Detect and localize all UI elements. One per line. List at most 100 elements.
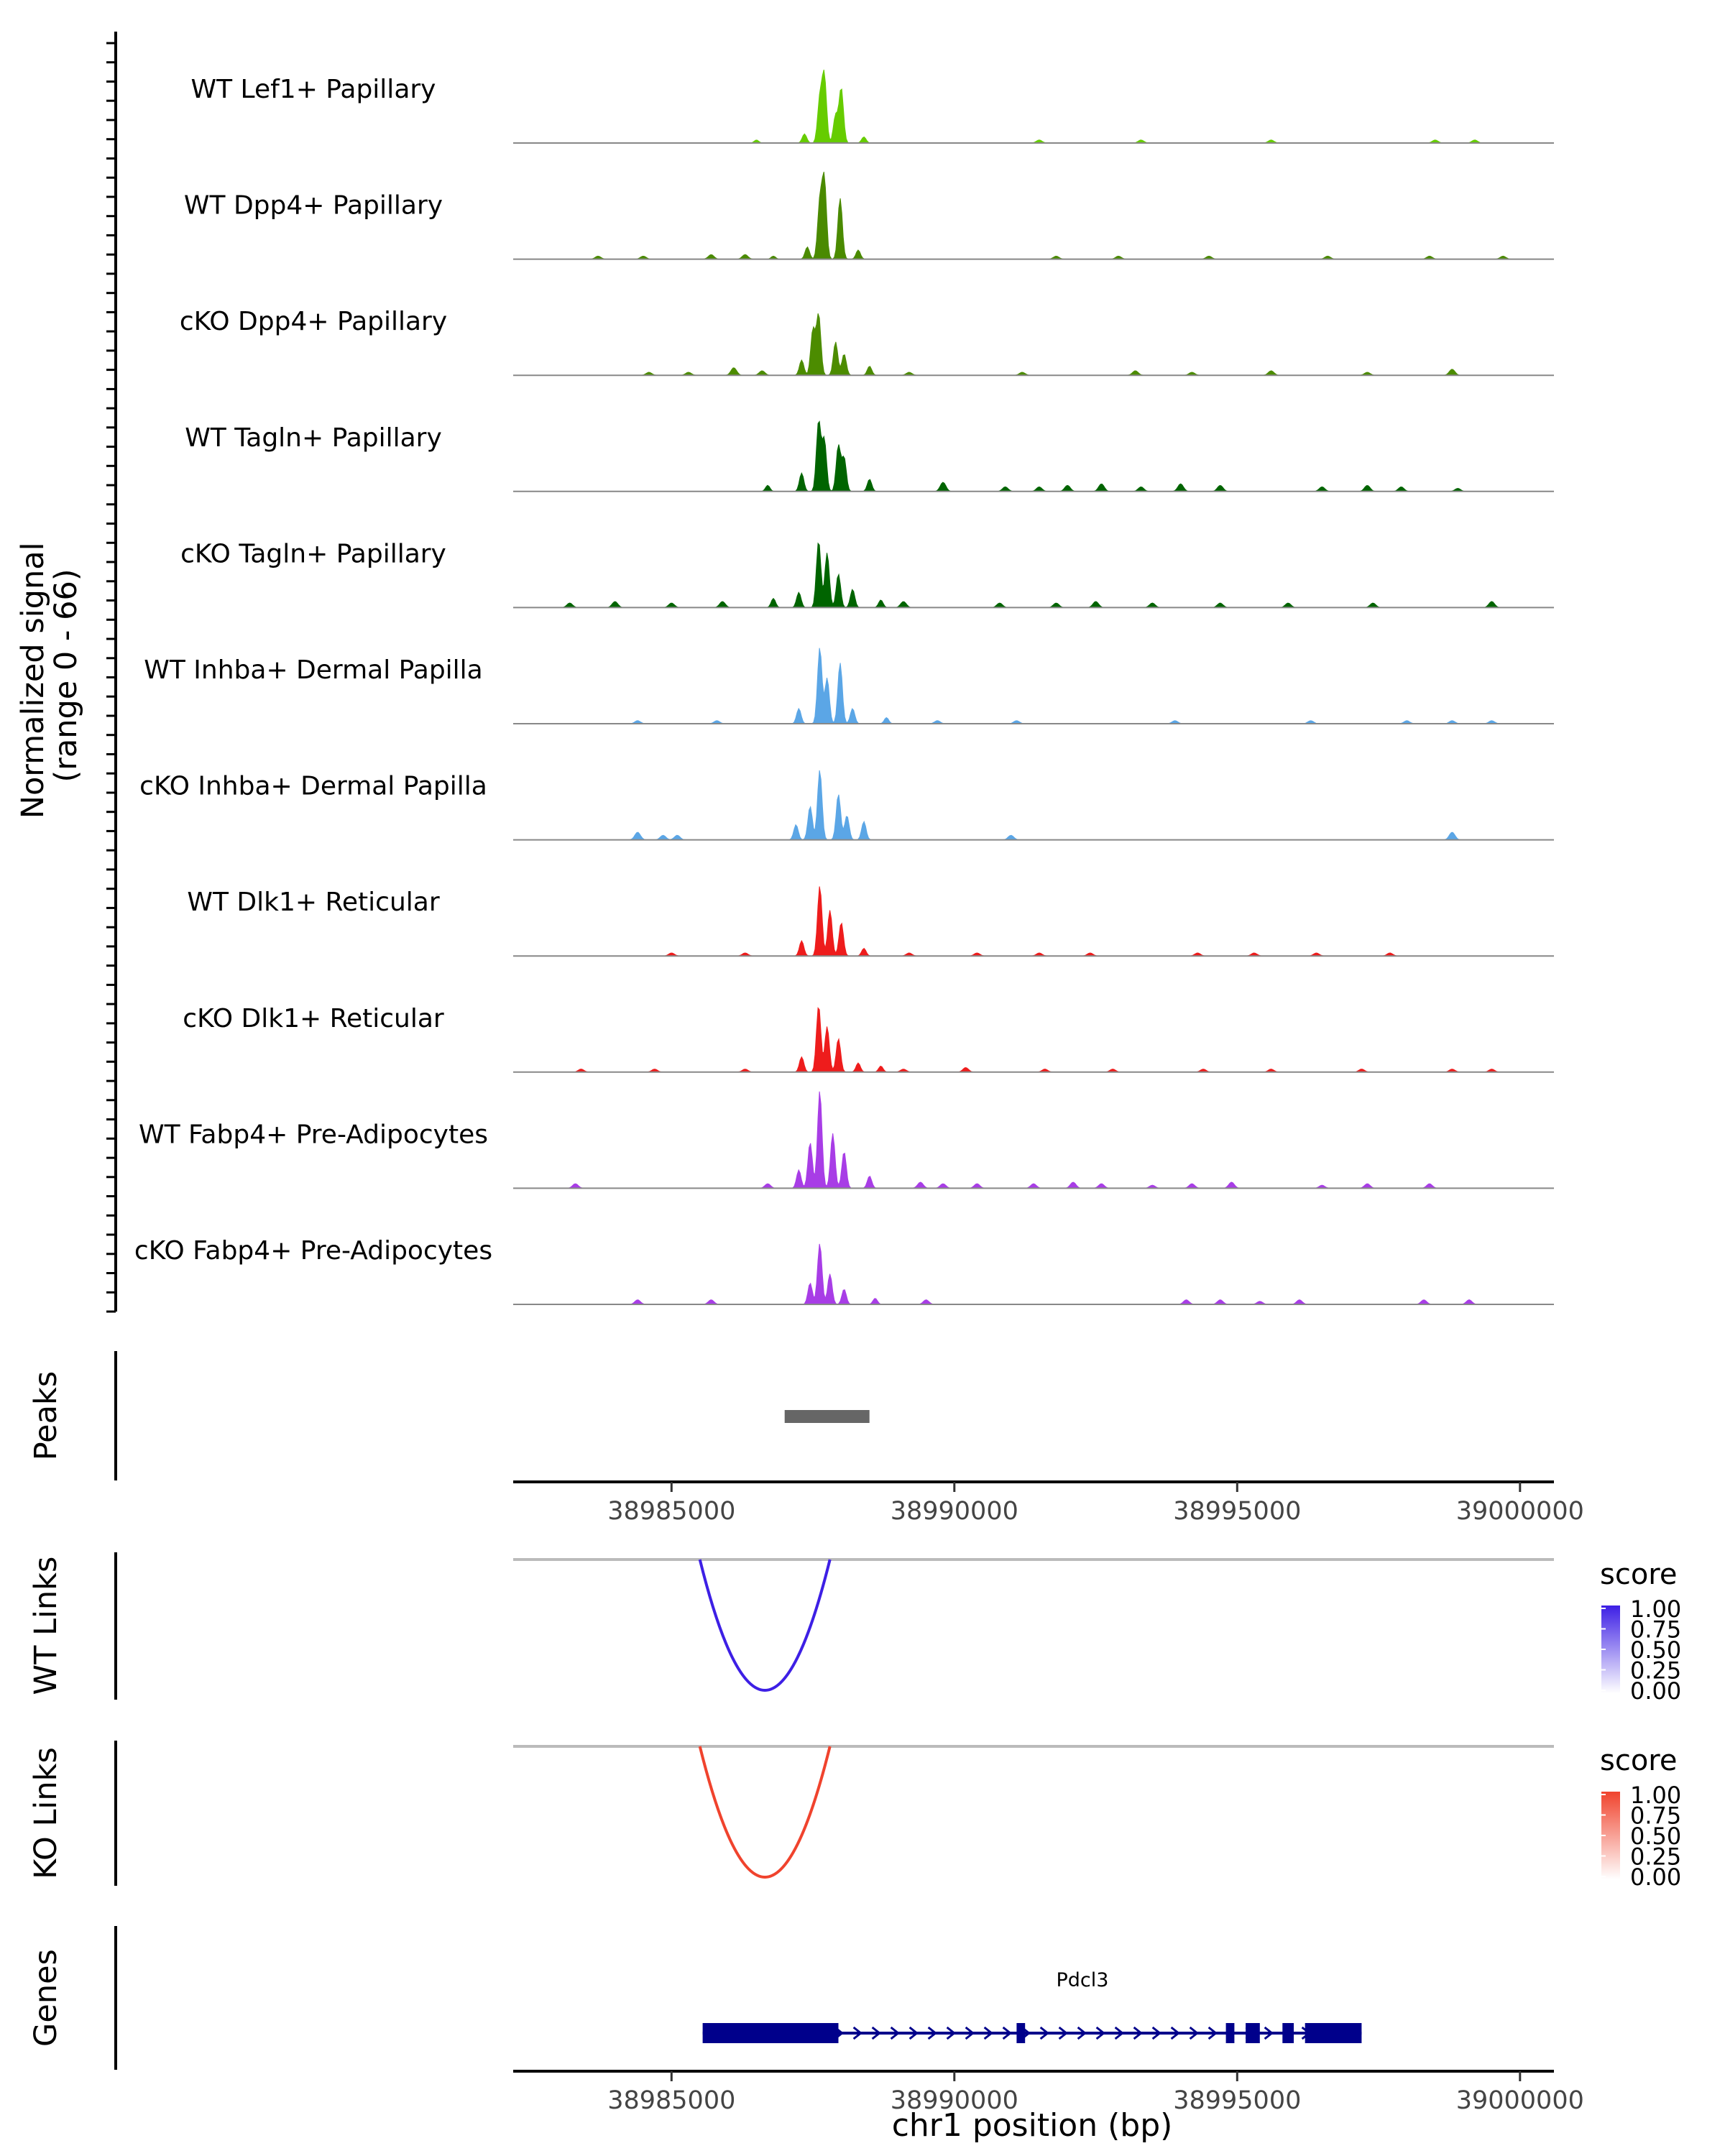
coverage-track: cKO Tagln+ Papillary	[180, 539, 1554, 609]
track-label: cKO Dpp4+ Papillary	[180, 307, 447, 336]
legend-tick-label: 0.50	[1630, 1823, 1681, 1850]
gene-exon	[1282, 2023, 1294, 2043]
strand-chevron	[946, 2026, 957, 2040]
wt-score-legend: score 1.000.750.500.250.00	[1600, 1558, 1681, 1705]
strand-chevron	[852, 2026, 863, 2040]
wt-link-arc	[698, 1559, 832, 1692]
track-label: WT Dpp4+ Papillary	[184, 191, 443, 221]
gene-name-label: Pdcl3	[1057, 1969, 1109, 1991]
coverage-track: WT Dlk1+ Reticular	[187, 886, 1554, 957]
gene-exon	[1225, 2023, 1235, 2043]
coverage-area	[513, 770, 1554, 841]
coverage-track: WT Tagln+ Papillary	[185, 420, 1554, 492]
strand-chevron	[927, 2026, 938, 2040]
strand-chevron	[983, 2026, 994, 2040]
coverage-area	[513, 313, 1554, 376]
coverage-track: WT Inhba+ Dermal Papilla	[144, 648, 1554, 724]
x-tick-label: 39000000	[1456, 1497, 1584, 1526]
gene-exon	[1305, 2023, 1362, 2043]
genes-panel: Genes Pdcl3 38985000 38990000 38995000 3900…	[28, 1926, 1584, 2144]
gene-exon	[1246, 2023, 1260, 2043]
strand-chevron	[1058, 2026, 1069, 2040]
track-label: cKO Tagln+ Papillary	[180, 539, 446, 568]
x-tick-label: 39000000	[1456, 2086, 1584, 2115]
coverage-area	[513, 420, 1554, 492]
coverage-area	[513, 542, 1554, 608]
ko-links-panel: KO Links	[28, 1741, 1554, 1886]
x-tick-label: 38995000	[1173, 1497, 1301, 1526]
strand-chevron	[965, 2026, 975, 2040]
strand-chevron	[1039, 2026, 1050, 2040]
peak-region	[784, 1410, 870, 1423]
strand-chevron	[1189, 2026, 1200, 2040]
x-tick-label: 38985000	[607, 2086, 735, 2115]
wt-links-label: WT Links	[28, 1557, 64, 1695]
coverage-y-label-line1: Normalized signal	[15, 542, 51, 819]
wt-links-panel: WT Links	[28, 1552, 1554, 1700]
coverage-area	[513, 648, 1554, 724]
strand-chevron	[1264, 2026, 1274, 2040]
coverage-y-ticks	[106, 42, 116, 1313]
x-tick-label: 38990000	[891, 2086, 1018, 2115]
gene-exon	[702, 2023, 839, 2043]
legend-tick-label: 0.25	[1630, 1843, 1681, 1871]
ko-link-arc	[698, 1746, 832, 1879]
coverage-y-label-line2: (range 0 - 66)	[48, 568, 84, 782]
coverage-area	[513, 886, 1554, 957]
x-tick-label: 38985000	[607, 1497, 735, 1526]
legend-tick-label: 0.50	[1630, 1636, 1681, 1664]
strand-chevron	[1208, 2026, 1218, 2040]
track-label: WT Fabp4+ Pre-Adipocytes	[139, 1120, 488, 1149]
strand-chevron	[1114, 2026, 1125, 2040]
wt-legend-title: score	[1600, 1558, 1677, 1591]
strand-chevron	[1170, 2026, 1181, 2040]
genes-x-axis-ticks: 38985000 38990000 38995000 39000000	[607, 2071, 1584, 2115]
coverage-track: WT Dpp4+ Papillary	[184, 171, 1554, 260]
x-tick-label: 38990000	[891, 1497, 1018, 1526]
peaks-track-label: Peaks	[28, 1371, 64, 1461]
track-label: WT Lef1+ Papillary	[191, 75, 436, 104]
legend-tick-label: 1.00	[1630, 1595, 1681, 1623]
ko-legend-ticks: 1.000.750.500.250.00	[1601, 1782, 1681, 1891]
strand-chevron	[1133, 2026, 1144, 2040]
genes-track-label: Genes	[28, 1949, 64, 2047]
coverage-area	[513, 1007, 1554, 1073]
ko-score-legend: score 1.000.750.500.250.00	[1600, 1744, 1681, 1891]
track-label: WT Dlk1+ Reticular	[187, 888, 439, 917]
legend-tick-label: 0.00	[1630, 1677, 1681, 1705]
peaks-panel: Peaks 38985000 38990000 38995000 39000000	[28, 1351, 1584, 1526]
coverage-y-axis-label: Normalized signal (range 0 - 66)	[15, 533, 84, 819]
legend-tick-label: 1.00	[1630, 1782, 1681, 1809]
coverage-track: cKO Dpp4+ Papillary	[180, 307, 1554, 377]
legend-tick-label: 0.75	[1630, 1802, 1681, 1830]
gene-exon	[1016, 2023, 1026, 2043]
coverage-area	[513, 171, 1554, 260]
peak-regions	[784, 1410, 870, 1423]
coverage-track: cKO Dlk1+ Reticular	[183, 1004, 1554, 1073]
x-axis-title: chr1 position (bp)	[892, 2107, 1173, 2144]
coverage-area	[513, 1243, 1554, 1305]
coverage-area	[513, 69, 1554, 144]
legend-tick-label: 0.25	[1630, 1657, 1681, 1685]
strand-chevron	[1095, 2026, 1106, 2040]
strand-chevron	[1002, 2026, 1013, 2040]
coverage-track: cKO Inhba+ Dermal Papilla	[139, 770, 1554, 841]
gene-model-pdcl3	[702, 2023, 1362, 2043]
coverage-panel: Normalized signal (range 0 - 66) WT Lef1…	[15, 32, 1554, 1313]
track-label: cKO Inhba+ Dermal Papilla	[139, 772, 487, 801]
track-label: cKO Fabp4+ Pre-Adipocytes	[134, 1236, 492, 1266]
coverage-tracks: WT Lef1+ Papillary WT Dpp4+ Papillary cKO …	[134, 69, 1554, 1305]
strand-chevron	[1077, 2026, 1087, 2040]
strand-chevron	[1151, 2026, 1162, 2040]
track-label: WT Tagln+ Papillary	[185, 423, 442, 453]
legend-tick-label: 0.00	[1630, 1864, 1681, 1891]
ko-legend-title: score	[1600, 1744, 1677, 1777]
wt-legend-ticks: 1.000.750.500.250.00	[1601, 1595, 1681, 1705]
coverage-track: WT Fabp4+ Pre-Adipocytes	[139, 1091, 1554, 1189]
coverage-area	[513, 1091, 1554, 1189]
x-tick-label: 38995000	[1173, 2086, 1301, 2115]
coverage-track: cKO Fabp4+ Pre-Adipocytes	[134, 1236, 1554, 1305]
legend-tick-label: 0.75	[1630, 1616, 1681, 1644]
strand-chevron	[908, 2026, 919, 2040]
